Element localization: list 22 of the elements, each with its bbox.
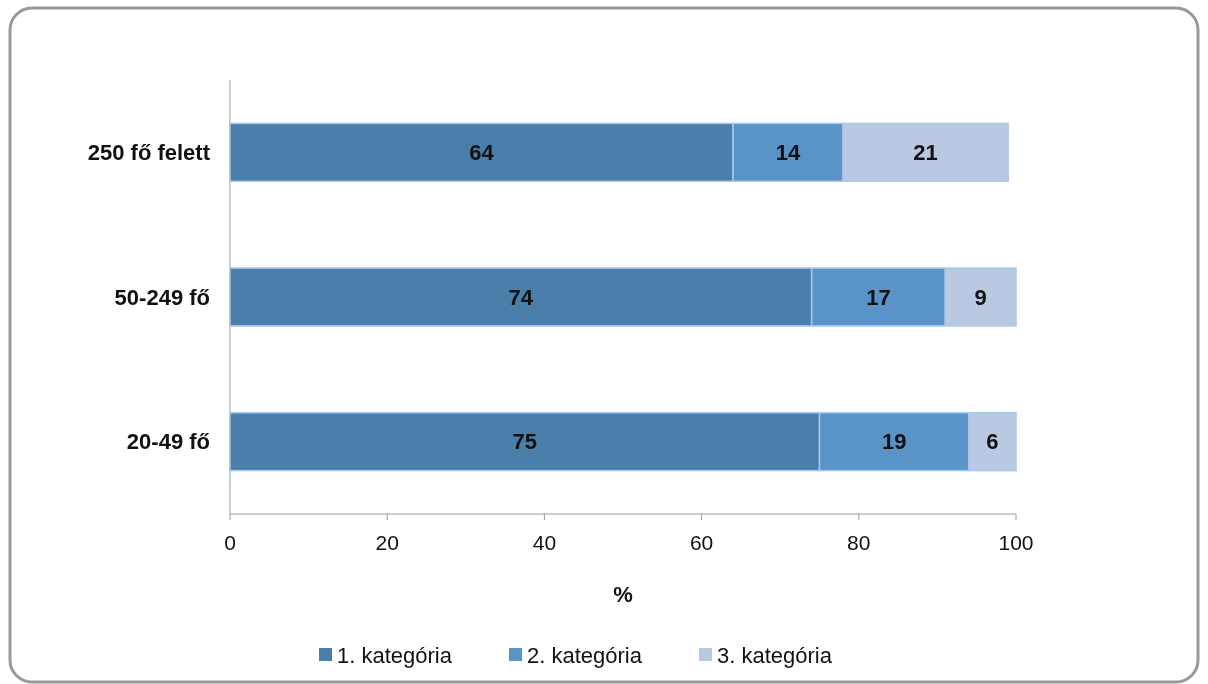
x-tick-label: 80 [847, 531, 871, 554]
x-axis-title: % [613, 582, 633, 607]
legend-label: 2. kategória [527, 642, 643, 668]
x-tick-label: 100 [998, 531, 1034, 554]
legend-label: 3. kategória [717, 642, 833, 668]
x-tick-label: 60 [689, 531, 714, 554]
x-tick-label: 0 [224, 531, 236, 554]
data-label: 14 [775, 140, 802, 166]
data-label: 75 [512, 429, 537, 455]
data-label: 74 [508, 284, 534, 310]
data-label: 21 [913, 140, 938, 166]
data-label: 6 [986, 429, 999, 455]
x-tick-label: 40 [532, 531, 557, 554]
y-tick-label: 20-49 fő [126, 429, 210, 455]
x-tick-label: 20 [375, 531, 399, 554]
y-tick-label: 250 fő felett [87, 140, 211, 166]
data-label: 9 [974, 284, 987, 310]
data-label: 17 [866, 284, 891, 310]
data-label: 64 [469, 140, 495, 166]
legend-label: 1. kategória [337, 642, 453, 668]
y-tick-label: 50-249 fő [114, 284, 210, 310]
data-label: 19 [881, 429, 907, 455]
